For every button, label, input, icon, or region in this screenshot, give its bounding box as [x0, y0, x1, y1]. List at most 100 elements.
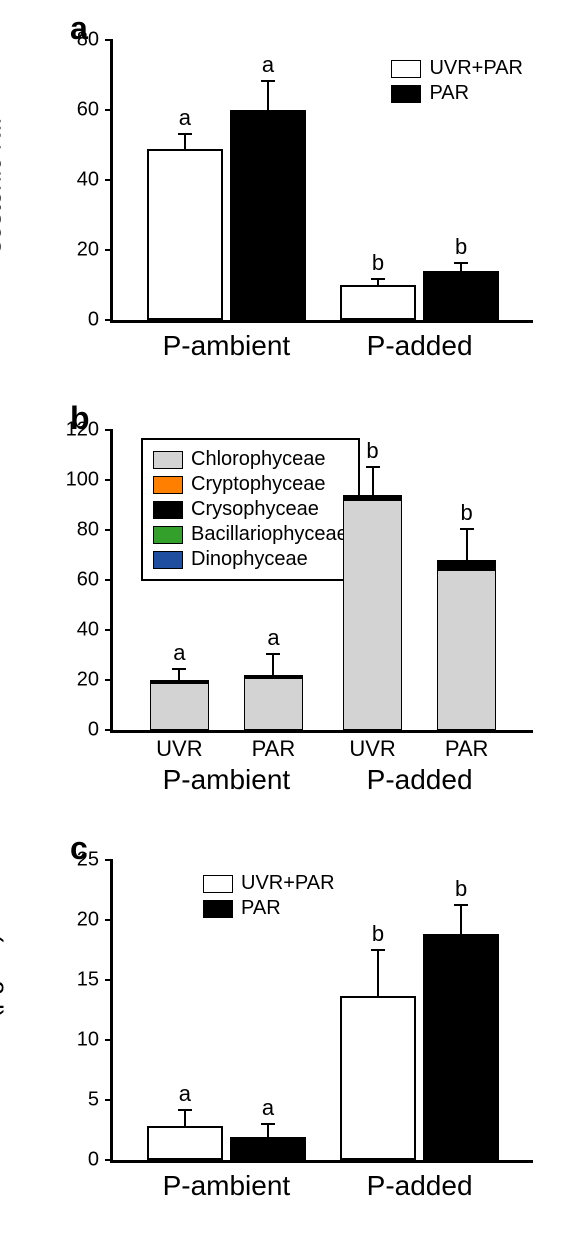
significance-letter: a	[267, 625, 279, 651]
ytick-mark	[105, 429, 113, 431]
legend-swatch	[391, 85, 421, 103]
error-cap	[454, 904, 468, 906]
bar	[423, 271, 499, 320]
legend-label: PAR	[241, 897, 281, 920]
stack-segment	[343, 495, 402, 500]
error-bar	[377, 951, 379, 995]
legend-label: Dinophyceae	[191, 548, 308, 571]
error-cap	[178, 133, 192, 135]
error-bar	[466, 530, 468, 560]
panel-b: b PA (cell mL-1×103) ChlorophyceaeCrypto…	[0, 400, 566, 820]
error-cap	[371, 278, 385, 280]
ytick-mark	[105, 529, 113, 531]
ytick-mark	[105, 859, 113, 861]
legend-item: Bacillariophyceae	[153, 523, 348, 546]
ytick-mark	[105, 629, 113, 631]
stack-segment	[150, 680, 209, 683]
legend-swatch	[153, 451, 183, 469]
legend-label: Cryptophyceae	[191, 473, 326, 496]
figure: a sestonic N:P UVR+PARPAR 020406080aabbP…	[0, 0, 566, 1243]
ytick-mark	[105, 579, 113, 581]
panel-a: a sestonic N:P UVR+PARPAR 020406080aabbP…	[0, 10, 566, 390]
stack-segment	[437, 570, 496, 730]
error-cap	[266, 653, 280, 655]
error-bar	[267, 82, 269, 110]
panel-b-plot: PA (cell mL-1×103) ChlorophyceaeCryptoph…	[110, 430, 533, 733]
error-cap	[460, 528, 474, 530]
panel-b-legend: ChlorophyceaeCryptophyceaeCrysophyceaeBa…	[141, 438, 360, 581]
legend-item: Chlorophyceae	[153, 448, 348, 471]
panel-c-plot: Chl a (µg L-1) UVR+PARPAR 0510152025aabb…	[110, 860, 533, 1163]
bar	[230, 1137, 306, 1160]
ytick-mark	[105, 319, 113, 321]
ytick-mark	[105, 1159, 113, 1161]
significance-letter: a	[173, 640, 185, 666]
stack-segment	[244, 675, 303, 678]
panel-a-legend: UVR+PARPAR	[391, 55, 523, 107]
stack-segment	[437, 560, 496, 570]
significance-letter: a	[179, 1081, 191, 1107]
legend-label: PAR	[429, 82, 469, 105]
legend-label: Chlorophyceae	[191, 448, 326, 471]
legend-swatch	[203, 900, 233, 918]
bar	[147, 1126, 223, 1160]
legend-swatch	[153, 526, 183, 544]
bar	[423, 934, 499, 1160]
panel-c: c Chl a (µg L-1) UVR+PARPAR 0510152025aa…	[0, 830, 566, 1230]
error-cap	[261, 1123, 275, 1125]
error-cap	[261, 80, 275, 82]
significance-letter: b	[461, 500, 473, 526]
xgroup-label: P-ambient	[163, 320, 291, 362]
legend-label: UVR+PAR	[429, 57, 523, 80]
significance-letter: b	[372, 921, 384, 947]
significance-letter: b	[455, 234, 467, 260]
error-bar	[178, 670, 180, 680]
ytick-mark	[105, 679, 113, 681]
legend-item: PAR	[391, 82, 523, 105]
legend-item: Crysophyceae	[153, 498, 348, 521]
xgroup-label: P-added	[367, 730, 473, 796]
stack-segment	[150, 683, 209, 731]
panel-a-ylabel: sestonic N:P	[0, 107, 8, 253]
error-bar	[272, 655, 274, 675]
significance-letter: a	[262, 52, 274, 78]
legend-swatch	[203, 875, 233, 893]
ytick-mark	[105, 479, 113, 481]
legend-item: Cryptophyceae	[153, 473, 348, 496]
ytick-mark	[105, 979, 113, 981]
legend-label: Bacillariophyceae	[191, 523, 348, 546]
bar	[147, 149, 223, 321]
legend-item: UVR+PAR	[391, 57, 523, 80]
legend-item: PAR	[203, 897, 335, 920]
legend-swatch	[153, 476, 183, 494]
stack-segment	[343, 500, 402, 730]
panel-c-ylabel: Chl a (µg L-1)	[0, 934, 5, 1087]
legend-item: Dinophyceae	[153, 548, 348, 571]
error-bar	[372, 468, 374, 496]
significance-letter: a	[262, 1095, 274, 1121]
significance-letter: a	[179, 105, 191, 131]
stack-segment	[244, 678, 303, 731]
legend-item: UVR+PAR	[203, 872, 335, 895]
error-cap	[172, 668, 186, 670]
error-bar	[460, 264, 462, 271]
bar	[340, 996, 416, 1160]
error-cap	[178, 1109, 192, 1111]
legend-swatch	[153, 501, 183, 519]
bar	[230, 110, 306, 320]
significance-letter: b	[372, 250, 384, 276]
ytick-mark	[105, 249, 113, 251]
legend-swatch	[153, 551, 183, 569]
xgroup-label: P-ambient	[163, 1160, 291, 1202]
legend-label: UVR+PAR	[241, 872, 335, 895]
error-bar	[267, 1125, 269, 1137]
ytick-mark	[105, 179, 113, 181]
ytick-mark	[105, 1039, 113, 1041]
error-bar	[377, 280, 379, 285]
ytick-mark	[105, 729, 113, 731]
legend-swatch	[391, 60, 421, 78]
error-bar	[460, 906, 462, 935]
legend-label: Crysophyceae	[191, 498, 319, 521]
error-bar	[184, 1111, 186, 1127]
xgroup-label: P-added	[367, 320, 473, 362]
